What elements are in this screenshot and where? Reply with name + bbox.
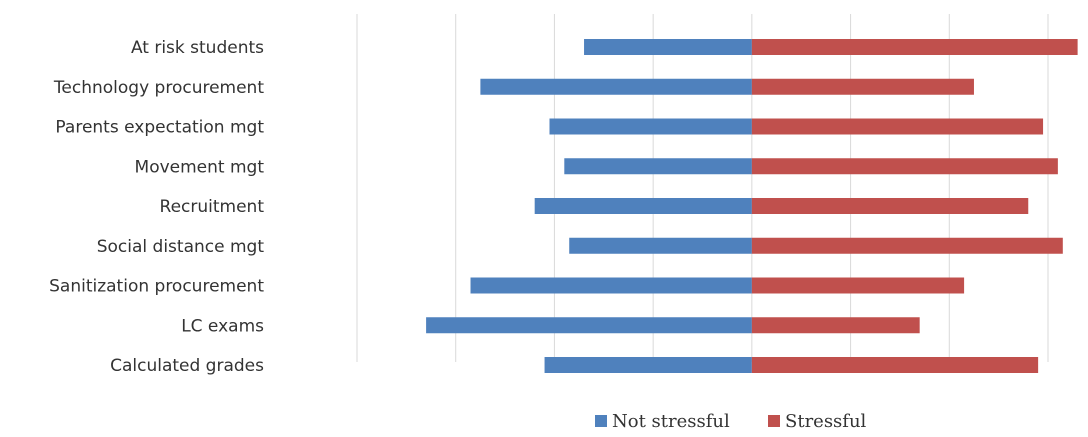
legend-label: Stressful — [785, 411, 867, 432]
category-label: Technology procurement — [53, 78, 264, 98]
category-label: Movement mgt — [135, 157, 265, 177]
not-stressful-bar — [549, 118, 752, 135]
not-stressful-bar — [564, 158, 752, 175]
category-label: Sanitization procurement — [49, 277, 264, 297]
not-stressful-bar — [544, 357, 752, 373]
legend-label: Not stressful — [612, 411, 730, 432]
gridlines — [356, 14, 1049, 362]
category-label: Social distance mgt — [97, 237, 265, 257]
legend: Not stressful Stressful — [595, 411, 867, 432]
category-label: At risk students — [131, 38, 264, 58]
not-stressful-bar — [426, 317, 752, 334]
legend-swatch — [595, 415, 607, 427]
stressful-bar — [751, 277, 965, 294]
not-stressful-bar — [569, 237, 752, 254]
legend-item: Not stressful — [595, 411, 730, 432]
not-stressful-bar — [480, 78, 752, 95]
not-stressful-bar — [584, 39, 752, 55]
stressful-bar — [751, 357, 1039, 373]
bars — [426, 39, 1078, 373]
category-label: Calculated grades — [110, 356, 264, 376]
stressful-bar — [751, 317, 920, 334]
not-stressful-bar — [470, 277, 752, 294]
category-label: Recruitment — [160, 197, 265, 217]
stressful-bar — [751, 78, 974, 95]
stressful-bar — [751, 158, 1058, 175]
stressful-bar — [751, 237, 1063, 254]
not-stressful-bar — [534, 198, 752, 214]
stressful-bar — [751, 198, 1029, 214]
legend-swatch — [768, 415, 780, 427]
category-labels: At risk students Technology procurement Pa… — [49, 38, 264, 376]
stressful-bar — [751, 118, 1044, 135]
category-label: Parents expectation mgt — [55, 118, 264, 138]
legend-item: Stressful — [768, 411, 867, 432]
stressful-bar — [751, 39, 1078, 55]
category-label: LC exams — [181, 316, 264, 336]
